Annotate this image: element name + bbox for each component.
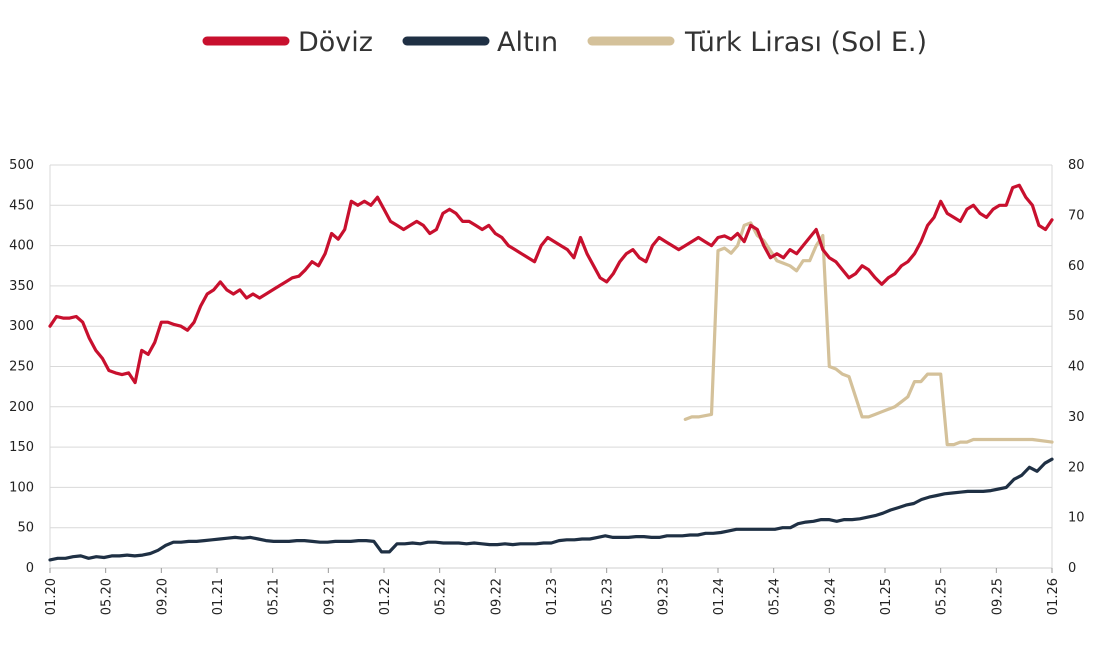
x-tick-label: 01.21 [211,578,226,615]
series-line-0 [48,183,1054,385]
legend-label: Altın [497,27,558,58]
series-lines [48,183,1054,562]
y-right-tick-label: 0 [1068,561,1076,576]
y-left-tick-label: 350 [9,279,34,294]
y-axis-right: 0 10 20 30 40 50 60 70 80 [1068,158,1085,576]
x-tick-label: 09.25 [990,578,1005,615]
series-line-1 [48,457,1054,562]
x-tick-label: 01.26 [1046,578,1061,615]
x-tick-label: 05.21 [267,578,282,615]
legend-label: Döviz [298,27,373,58]
chart-legend: Döviz Altın Türk Lirası (Sol E.) [202,27,927,58]
series-line-2 [683,221,1054,447]
y-right-tick-label: 60 [1068,259,1085,274]
y-left-tick-label: 400 [9,239,34,254]
y-left-tick-label: 150 [9,440,34,455]
x-tick-label: 05.23 [601,578,616,615]
y-right-tick-label: 40 [1068,360,1085,375]
x-tick-label: 05.24 [768,578,783,615]
y-left-tick-label: 500 [9,158,34,173]
x-tick-label: 01.25 [879,578,894,615]
x-tick-label: 01.24 [712,578,727,615]
legend-label: Türk Lirası (Sol E.) [684,27,927,58]
y-left-tick-label: 450 [9,198,34,213]
y-right-tick-label: 30 [1068,410,1085,425]
y-right-tick-label: 70 [1068,208,1085,223]
x-tick-label: 09.24 [823,578,838,615]
y-left-tick-label: 200 [9,400,34,415]
y-left-tick-label: 300 [9,319,34,334]
y-left-tick-label: 100 [9,480,34,495]
x-tick-label: 01.23 [545,578,560,615]
y-right-tick-label: 80 [1068,158,1085,173]
x-tick-label: 09.21 [322,578,337,615]
x-tick-label: 05.22 [434,578,449,615]
x-tick-label: 09.20 [155,578,170,615]
x-tick-label: 09.22 [489,578,504,615]
y-right-tick-label: 20 [1068,460,1085,475]
y-left-tick-label: 250 [9,360,34,375]
y-right-tick-label: 10 [1068,511,1085,526]
y-left-tick-label: 0 [26,561,34,576]
y-axis-left: 0 50 100 150 200 250 300 350 400 450 500 [9,158,34,576]
x-tick-label: 01.22 [378,578,393,615]
y-right-tick-label: 50 [1068,309,1085,324]
y-left-tick-label: 50 [17,521,34,536]
x-tick-label: 09.23 [656,578,671,615]
x-tick-label: 01.20 [44,578,59,615]
x-tick-label: 05.25 [935,578,950,615]
x-tick-label: 05.20 [100,578,115,615]
x-axis: 01.20 05.20 09.20 01.21 05.21 09.21 01.22 05.22… [44,568,1061,615]
